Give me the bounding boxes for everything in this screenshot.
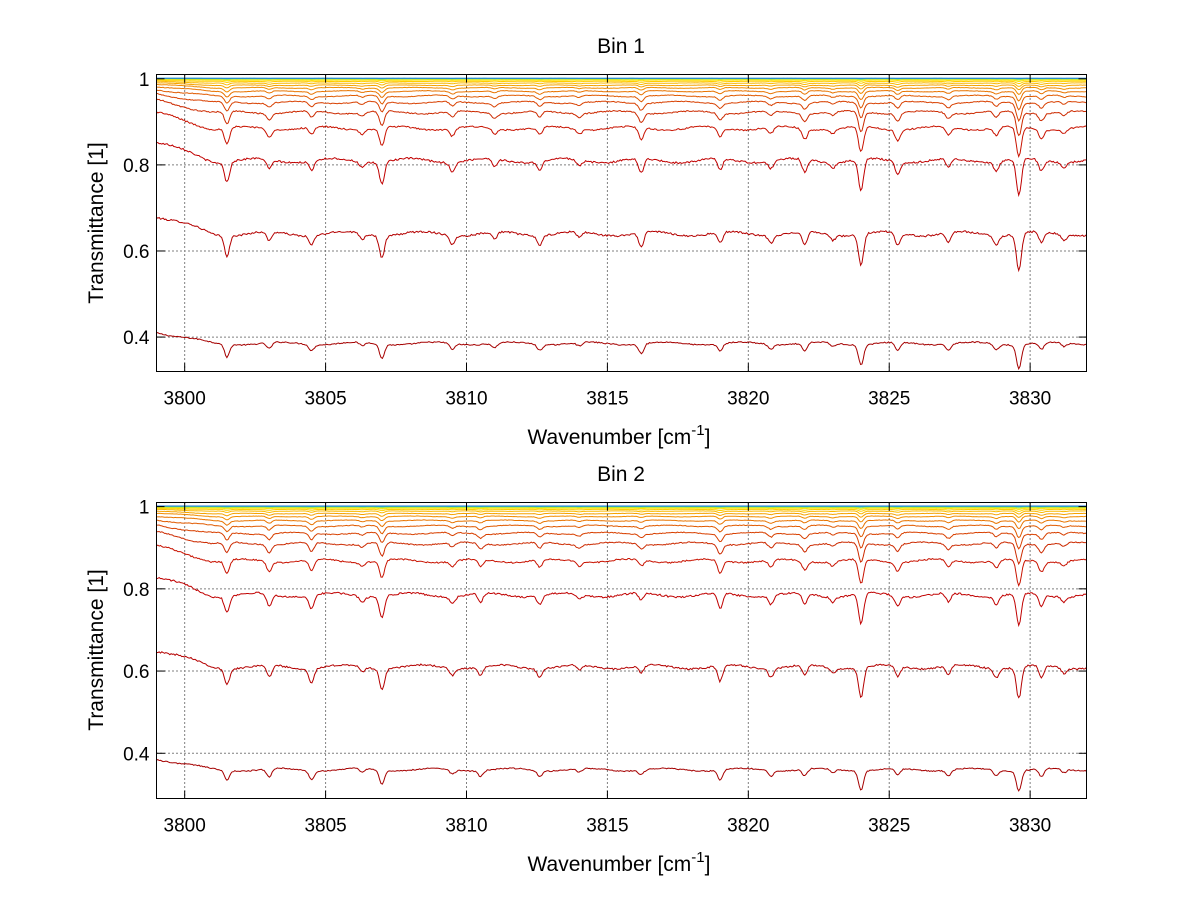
series-line-curve-6 [156,92,1087,122]
chart-title: Bin 2 [597,463,645,486]
series-line-curve-2 [156,216,1087,273]
series-layer [156,77,1087,371]
x-axis-label: Wavenumber [cm-1] [528,849,711,876]
series-line-curve-1 [156,759,1087,792]
x-tick-label: 3815 [586,389,628,410]
y-tick-label: 0.6 [123,662,149,683]
x-tick-label: 3810 [445,389,487,410]
panel-bin-2: Bin 2 3800 3805 3810 3815 3820 3825 3830 0.4 0.6… [85,463,1087,876]
series-line-curve-14 [156,506,1087,509]
x-tick-label: 3800 [164,816,206,837]
series-line-curve-8 [156,86,1087,102]
y-tick-label: 0.8 [123,580,149,601]
series-line-curve-3 [156,142,1087,198]
x-tick-label: 3815 [586,816,628,837]
x-tick-label: 3820 [727,389,769,410]
series-line-curve-13 [156,507,1087,510]
series-line-curve-11 [156,80,1087,87]
x-tick-label: 3805 [304,816,346,837]
y-tick-label: 0.4 [123,744,150,765]
series-line-curve-5 [156,530,1087,566]
series-line-curve-8 [156,516,1087,530]
x-axis-label: Wavenumber [cm-1] [528,422,711,449]
series-line-curve-7 [156,519,1087,539]
series-line-curve-1 [156,332,1087,371]
y-tick-label: 0.4 [123,328,150,349]
x-tick-label: 3800 [164,389,206,410]
tick-layer: 3800 3805 3810 3815 3820 3825 3830 0.4 0.6 0.8 1 [123,70,1087,410]
series-line-curve-12 [156,507,1087,512]
y-tick-label: 0.8 [123,156,149,177]
x-tick-label: 3830 [1009,389,1051,410]
x-tick-label: 3825 [868,389,910,410]
series-line-curve-10 [156,82,1087,91]
y-tick-label: 0.6 [123,242,149,263]
axes-frame [156,74,1087,372]
series-line-curve-3 [156,577,1087,628]
x-tick-label: 3830 [1009,816,1051,837]
x-tick-label: 3825 [868,816,910,837]
series-line-curve-2 [156,651,1087,699]
y-axis-label: Transmittance [1] [85,569,108,730]
y-axis-label: Transmittance [1] [85,142,108,303]
chart-title: Bin 1 [597,35,645,58]
y-tick-label: 1 [139,70,150,91]
series-line-curve-4 [156,111,1087,159]
axes-frame [156,502,1087,799]
series-line-curve-12 [156,79,1087,85]
series-line-curve-10 [156,510,1087,518]
series-line-curve-7 [156,89,1087,111]
series-line-curve-9 [156,512,1087,523]
series-line-curve-11 [156,508,1087,515]
y-tick-label: 1 [139,498,150,519]
series-line-curve-4 [156,544,1087,587]
series-line-curve-13 [156,78,1087,83]
tick-layer: 3800 3805 3810 3815 3820 3825 3830 0.4 0.6 0.8 1 [123,498,1087,837]
x-tick-label: 3820 [727,816,769,837]
series-line-curve-5 [156,98,1087,137]
series-line-curve-9 [156,84,1087,95]
x-tick-label: 3810 [445,816,487,837]
series-layer [156,505,1087,792]
x-tick-label: 3805 [304,389,346,410]
panel-bin-1: Bin 1 3800 3805 3810 3815 3820 3825 3830 0.4 0.6… [85,35,1087,449]
series-line-curve-6 [156,524,1087,550]
